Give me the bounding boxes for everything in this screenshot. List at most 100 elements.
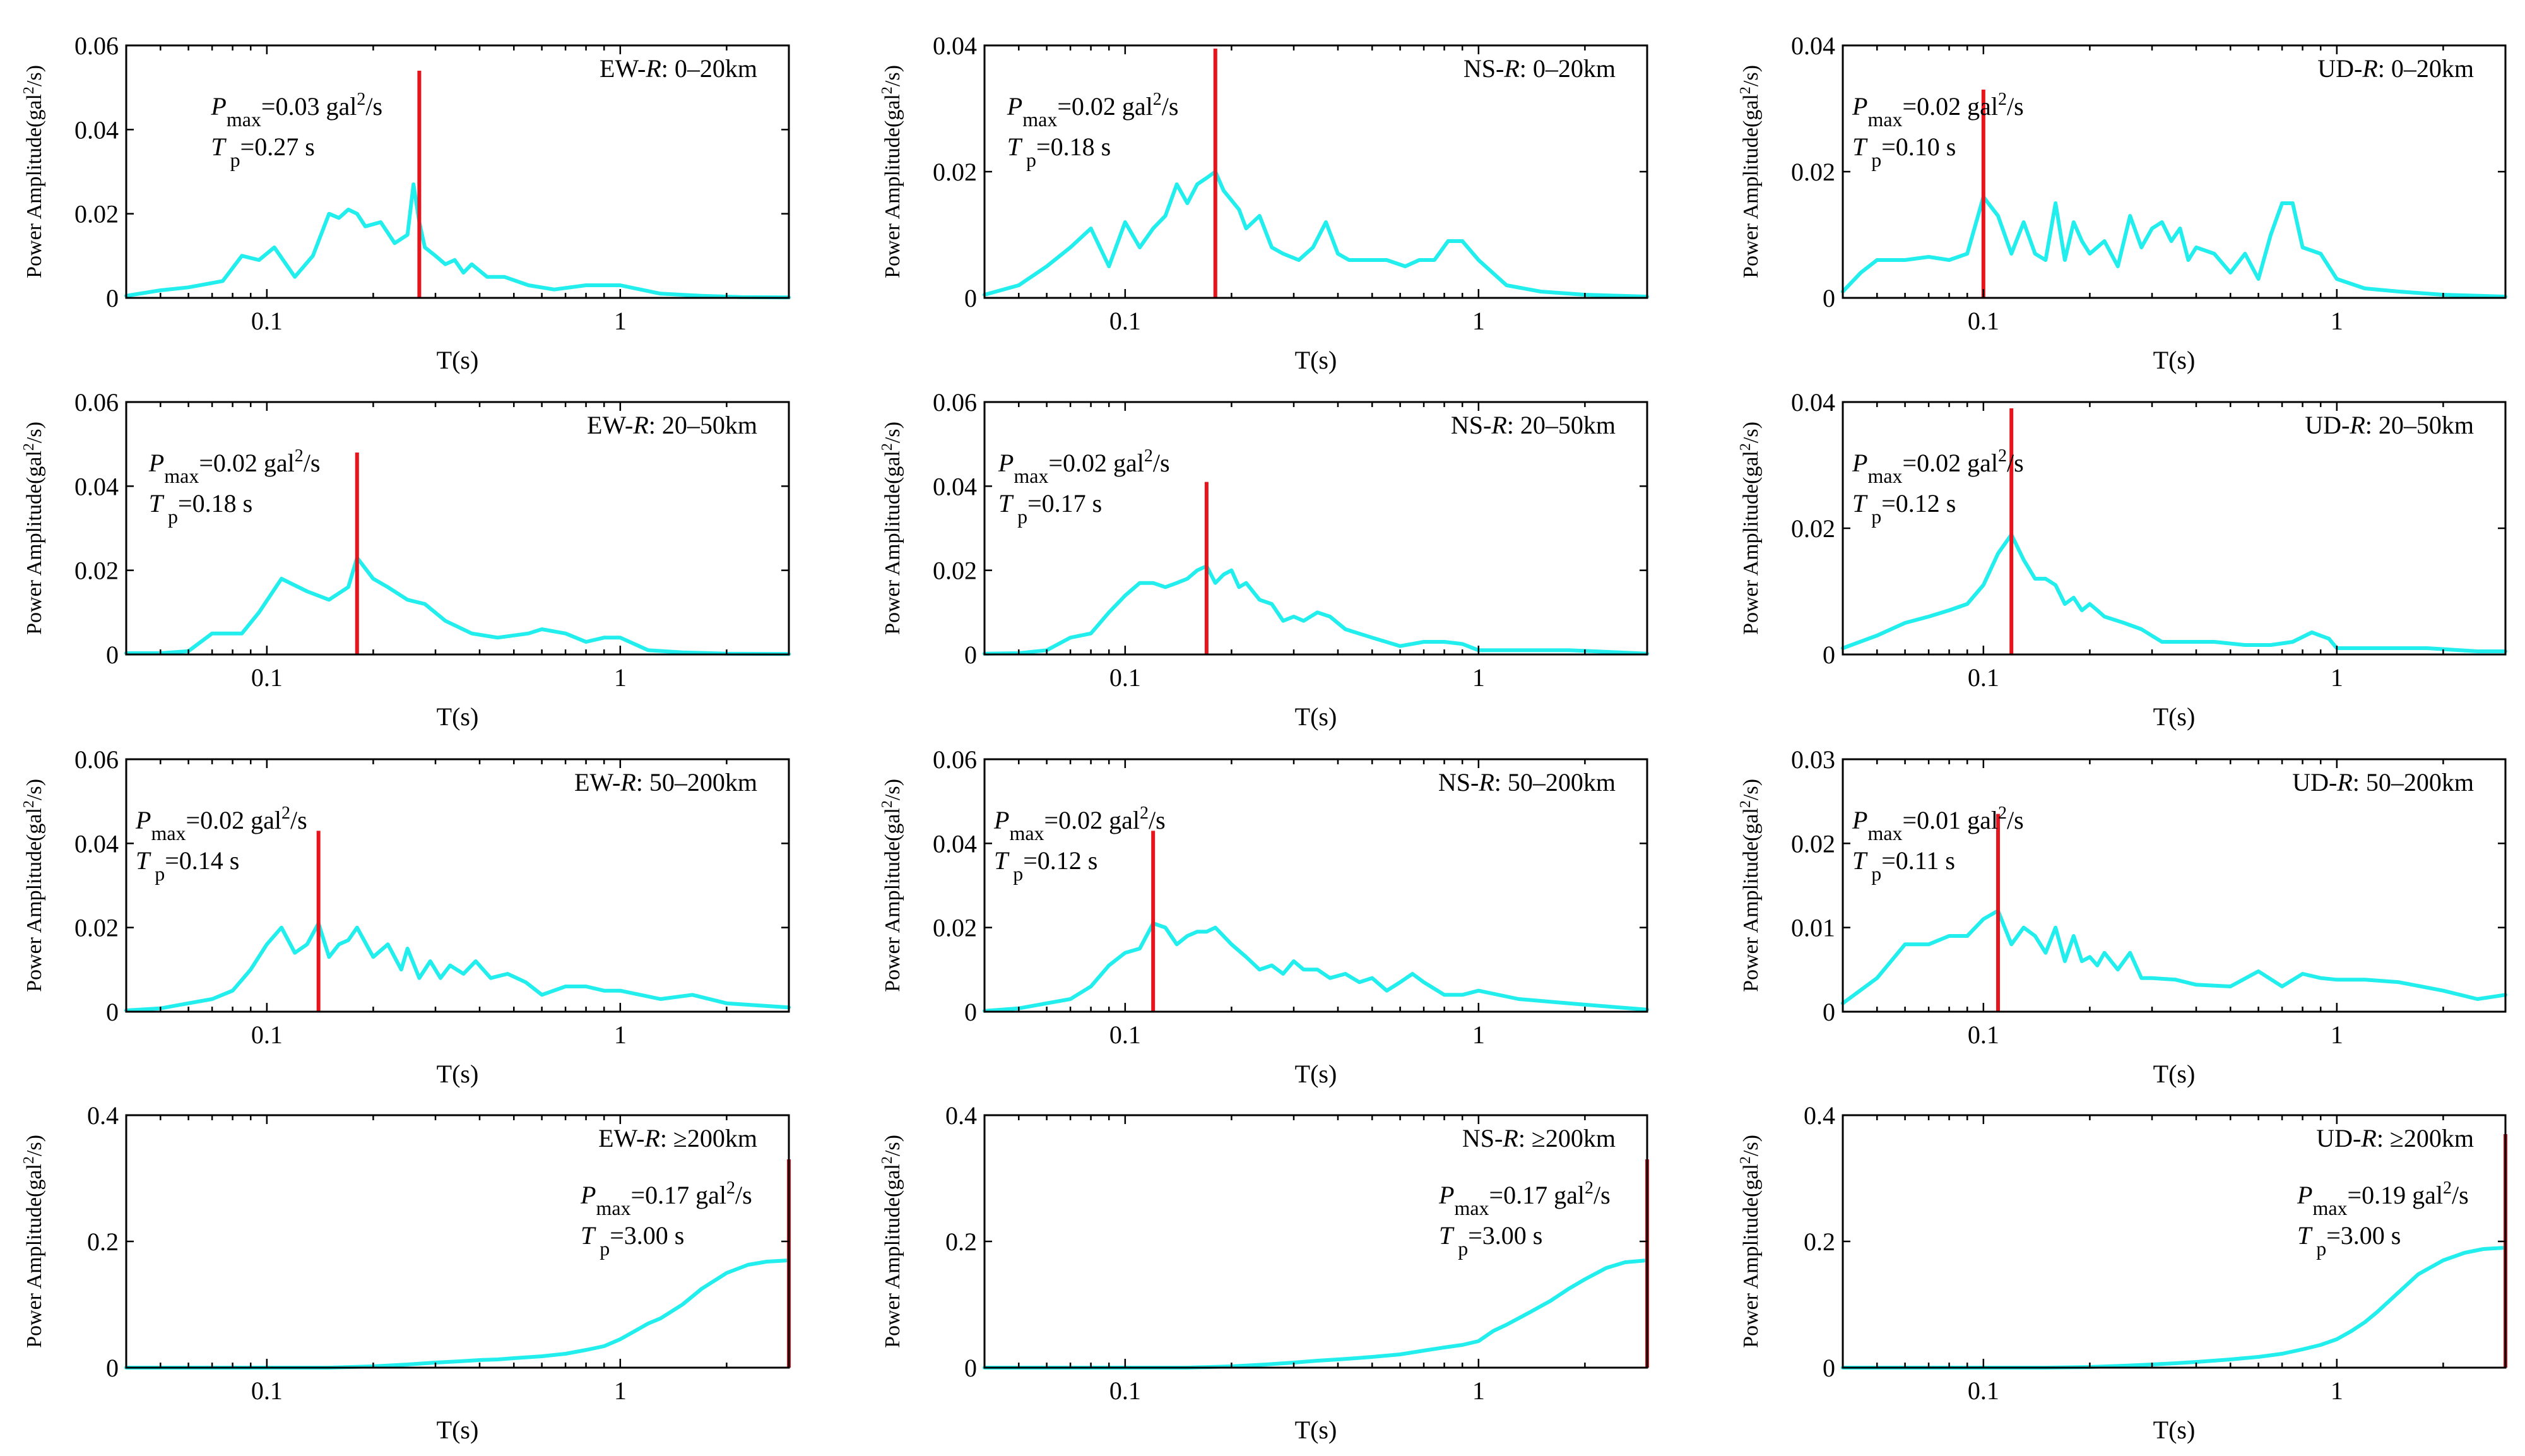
pmax-symbol: P: [210, 92, 226, 121]
y-tick-label: 0: [964, 1354, 977, 1382]
y-axis-label-text: Power Amplitude(gal: [1739, 808, 1763, 992]
y-tick-label: 0.02: [74, 914, 119, 942]
y-tick-label: 0.04: [74, 472, 119, 500]
subplot-3: 00.020.040.1 1T(s)Power Amplitude(gal2/s)…: [1737, 32, 2507, 374]
panel-title-component: EW-: [598, 1124, 644, 1152]
y-axis-label-text: Power Amplitude(gal: [23, 451, 46, 635]
tp-value: =0.12 s: [1023, 846, 1097, 875]
pmax-symbol: P: [135, 806, 151, 834]
x-axis-label: T(s): [2153, 1416, 2196, 1444]
y-axis-label-unit: /s): [881, 779, 904, 800]
pmax-symbol: P: [580, 1181, 596, 1209]
tp-subscript: p: [1871, 505, 1881, 528]
pmax-unit: gal: [251, 806, 281, 834]
pmax-symbol: P: [993, 806, 1009, 834]
pmax-unit-per-s: /s: [290, 806, 307, 834]
tp-value: =0.12 s: [1881, 489, 1956, 518]
pmax-unit: gal: [695, 1181, 726, 1209]
y-axis-label-text: Power Amplitude(gal: [881, 1164, 904, 1348]
y-axis-label: Power Amplitude(gal2/s): [1737, 1135, 1763, 1348]
pmax-value: =0.02: [1044, 806, 1109, 834]
tp-subscript: p: [1871, 148, 1881, 171]
x-tick-label: 1: [2331, 307, 2343, 335]
y-axis-label-sup: 2: [1737, 800, 1754, 808]
y-tick-label: 0.02: [1791, 158, 1835, 186]
y-tick-label: 0: [1823, 1354, 1835, 1382]
pmax-subscript: max: [151, 822, 186, 844]
y-axis-label-unit: /s): [881, 422, 904, 443]
pmax-unit-sup: 2: [1144, 446, 1153, 466]
y-tick-label: 0.04: [1791, 32, 1835, 60]
panel-title: EW-R: 0–20km: [600, 54, 757, 83]
pmax-unit: gal: [2412, 1181, 2443, 1209]
y-axis-label-text: Power Amplitude(gal: [1739, 451, 1763, 635]
y-axis-label-sup: 2: [21, 1156, 37, 1164]
y-axis-label-unit: /s): [23, 779, 46, 800]
pmax-symbol: P: [2297, 1181, 2312, 1209]
y-axis-label-text: Power Amplitude(gal: [881, 94, 904, 278]
panel-title-r: R: [1502, 1124, 1518, 1152]
pmax-annotation: Pmax=0.02 gal2/s: [1007, 90, 1179, 131]
pmax-unit-per-s: /s: [2007, 92, 2024, 121]
y-axis-label-unit: /s): [23, 1135, 46, 1156]
panel-title-range: : 20–50km: [1507, 411, 1616, 439]
axes-box: [1842, 1114, 2507, 1369]
y-tick-label: 0.02: [1791, 829, 1835, 858]
panel-title-component: UD-: [2316, 1124, 2361, 1152]
y-tick-label: 0.04: [74, 829, 119, 858]
pmax-symbol: P: [1852, 92, 1867, 121]
panel-title-range: : 50–200km: [1494, 768, 1616, 796]
x-axis-label: T(s): [1295, 346, 1337, 374]
spectrum-line: [983, 921, 1649, 1013]
y-tick-label: 0.02: [933, 914, 977, 942]
y-tick-label: 0.04: [933, 32, 977, 60]
spectrum-line: [124, 1258, 791, 1370]
y-axis-label-sup: 2: [21, 86, 37, 94]
pmax-unit-sup: 2: [1998, 90, 2007, 109]
pmax-unit: gal: [1967, 806, 1998, 834]
subplot-8: 0 0.02 0.04 0.06 0.1 1 T(s) Power Amplitude(gal…: [879, 745, 1649, 1088]
pmax-unit-sup: 2: [295, 446, 304, 466]
y-axis-label-sup: 2: [21, 443, 37, 451]
pmax-annotation: Pmax=0.19 gal2/s: [2297, 1178, 2469, 1219]
axes-box: [125, 758, 790, 1013]
pmax-unit-per-s: /s: [304, 449, 321, 477]
pmax-annotation: Pmax=0.02 gal2/s: [1852, 446, 2024, 487]
spectrum-line: [124, 921, 791, 1012]
y-tick-label: 0: [1823, 641, 1835, 669]
y-axis-label-sup: 2: [879, 86, 896, 94]
x-tick-label: 1: [2331, 1376, 2343, 1405]
panel-title-component: EW-: [587, 411, 633, 439]
panel-title-component: NS-: [1451, 411, 1491, 439]
x-axis-label: T(s): [2153, 1060, 2196, 1088]
pmax-value: =0.02: [1903, 92, 1968, 121]
x-axis-label: T(s): [2153, 702, 2196, 731]
panel-title-range: : 0–20km: [1520, 54, 1616, 83]
subplot-1: 0 0.02 0.04 0.06 0.1 1 T(s) Power Amplitude(gal…: [21, 32, 791, 374]
tp-symbol: T: [1007, 133, 1023, 161]
pmax-unit-per-s: /s: [2007, 449, 2024, 477]
panel-title-r: R: [644, 1124, 659, 1152]
y-axis-label: Power Amplitude(gal2/s): [1737, 422, 1763, 635]
pmax-symbol: P: [1852, 449, 1867, 477]
y-axis-label-unit: /s): [881, 65, 904, 86]
tp-value: =3.00 s: [1468, 1221, 1542, 1250]
tp-symbol: T: [1852, 489, 1868, 518]
tp-symbol: T: [1852, 846, 1868, 875]
pmax-annotation: Pmax=0.17 gal2/s: [580, 1178, 752, 1219]
x-axis-label: T(s): [2153, 346, 2196, 374]
x-tick-label: 0.1: [1109, 1021, 1141, 1049]
y-tick-label: 0.03: [1791, 745, 1835, 774]
x-tick-label: 0.1: [1109, 307, 1141, 335]
pmax-annotation: Pmax=0.02 gal2/s: [1852, 90, 2024, 131]
y-tick-label: 0.4: [1804, 1101, 1835, 1130]
y-axis-label-unit: /s): [881, 1135, 904, 1156]
y-tick-label: 0: [106, 1354, 119, 1382]
y-tick-label: 0.04: [1791, 388, 1835, 417]
panel-title-r: R: [632, 411, 648, 439]
pmax-unit-per-s: /s: [365, 92, 382, 121]
